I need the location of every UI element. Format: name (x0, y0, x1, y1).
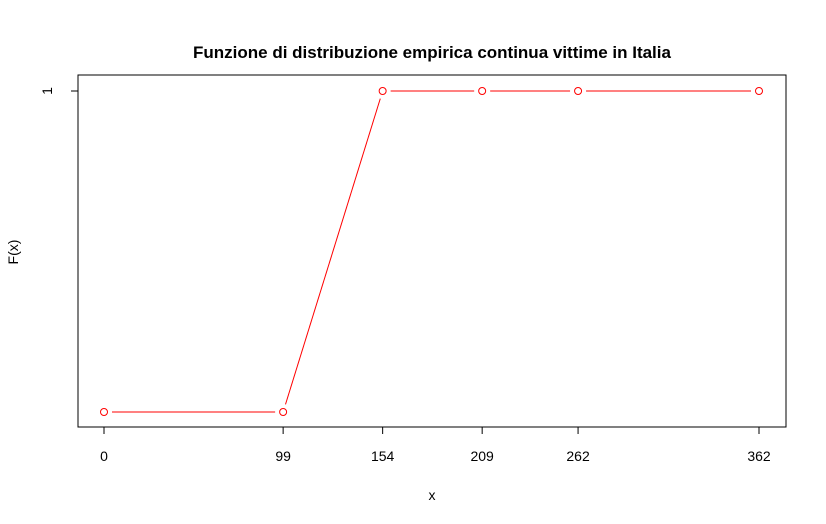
x-axis: 0 99 154 209 262 362 (100, 427, 771, 464)
plot-frame (77, 74, 787, 428)
x-axis-label: x (429, 487, 436, 503)
x-tick-label: 262 (566, 448, 590, 464)
series-layer (100, 87, 763, 416)
x-tick-label: 154 (371, 448, 395, 464)
y-tick-label: 1 (39, 87, 55, 95)
data-point (574, 87, 583, 95)
series-line-segment (285, 98, 381, 405)
y-axis-label: F(x) (5, 240, 21, 265)
y-axis: 1 (39, 87, 78, 95)
x-tick-label: 0 (100, 448, 108, 464)
x-tick-label: 99 (275, 448, 291, 464)
data-point (755, 87, 763, 95)
data-point (478, 87, 487, 95)
data-point (279, 408, 288, 416)
x-tick-label: 209 (470, 448, 494, 464)
data-point (100, 408, 108, 416)
chart-title: Funzione di distribuzione empirica conti… (193, 43, 671, 62)
data-point (378, 87, 387, 95)
x-tick-label: 362 (747, 448, 771, 464)
